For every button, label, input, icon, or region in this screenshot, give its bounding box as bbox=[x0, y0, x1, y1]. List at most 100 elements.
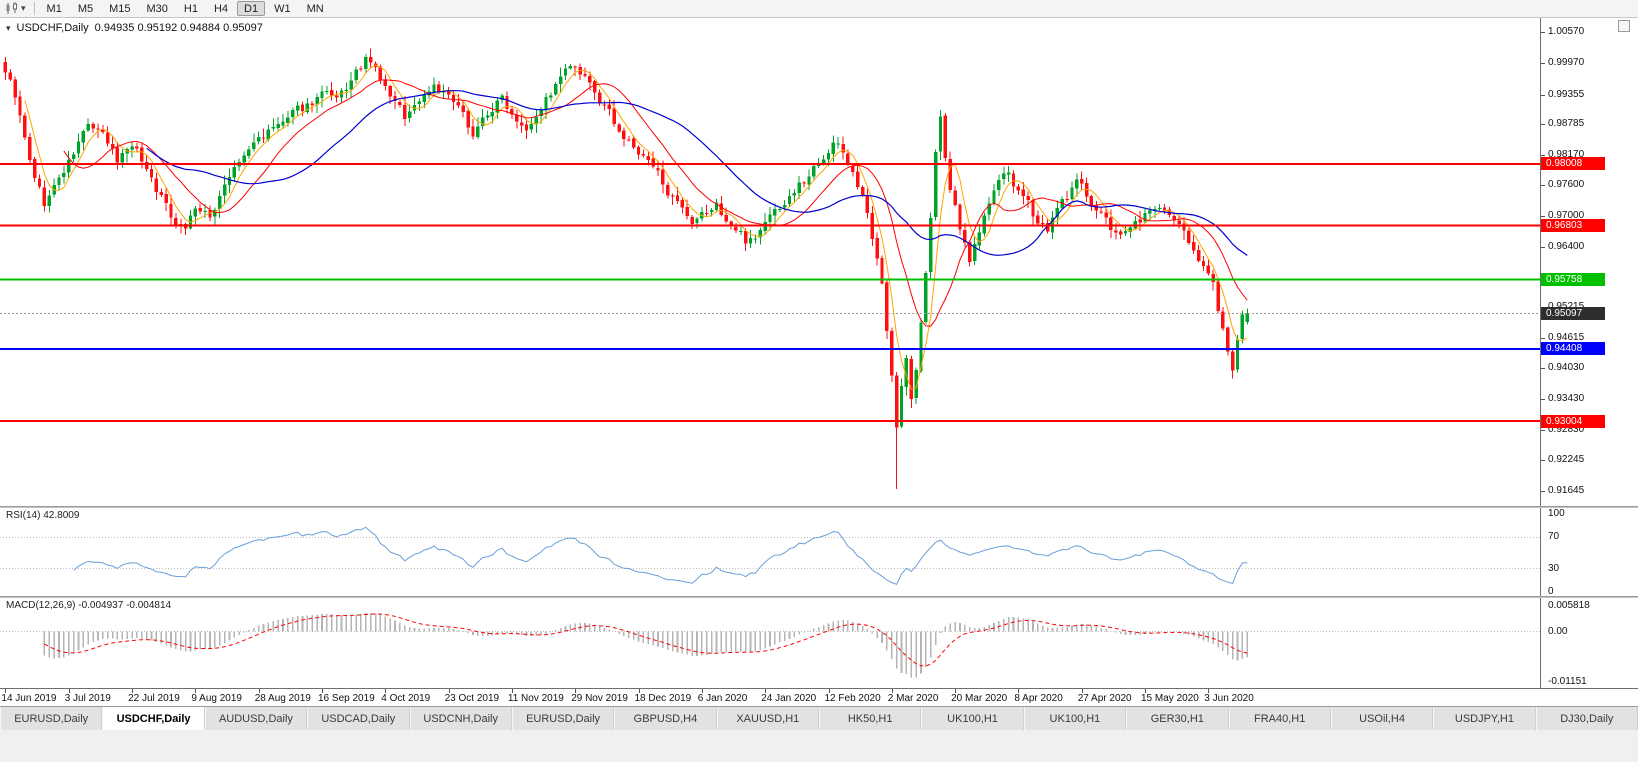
chart-tab-uk100-h1-9[interactable]: UK100,H1 bbox=[921, 707, 1024, 730]
chart-tab-usdjpy-h1-14[interactable]: USDJPY,H1 bbox=[1433, 707, 1536, 730]
chart-type-icon[interactable] bbox=[4, 2, 20, 15]
chart-tab-usoil-h4-13[interactable]: USOil,H4 bbox=[1330, 707, 1434, 730]
macd-histogram bbox=[43, 612, 1249, 678]
chart-type-caret-icon[interactable]: ▾ bbox=[21, 3, 26, 13]
rsi-canvas[interactable] bbox=[0, 508, 1540, 596]
price-tickmark bbox=[1541, 460, 1545, 462]
symbol-label: USDCHF,Daily bbox=[16, 22, 89, 34]
timeframe-button-h4[interactable]: H4 bbox=[213, 3, 229, 15]
timeframe-button-m15[interactable]: M15 bbox=[109, 3, 131, 15]
toolbar-separator bbox=[33, 2, 35, 15]
rsi-label: RSI(14) 42.8009 bbox=[6, 510, 80, 521]
chart-tab-ger30-h1-11[interactable]: GER30,H1 bbox=[1126, 707, 1229, 730]
date-label: 14 Jun 2019 bbox=[1, 693, 57, 704]
timeframe-button-m1[interactable]: M1 bbox=[46, 3, 62, 15]
date-tickmark bbox=[68, 689, 70, 693]
date-tickmark bbox=[701, 689, 703, 693]
timeframe-button-d1[interactable]: D1 bbox=[237, 1, 266, 16]
timeframe-button-h1[interactable]: H1 bbox=[183, 3, 198, 15]
price-tag-0.95758: 0.95758 bbox=[1541, 273, 1605, 286]
macd-tick: 0.00 bbox=[1548, 625, 1568, 637]
date-tickmark bbox=[828, 689, 830, 693]
date-tickmark bbox=[1081, 689, 1083, 693]
date-label: 3 Jul 2019 bbox=[64, 693, 111, 704]
chart-tab-gbpusd-h4-6[interactable]: GBPUSD,H4 bbox=[614, 707, 717, 730]
line bbox=[63, 79, 1248, 327]
rsi-tick: 100 bbox=[1548, 508, 1565, 519]
timeframe-button-w1[interactable]: W1 bbox=[274, 3, 291, 15]
date-label: 4 Oct 2019 bbox=[381, 693, 431, 704]
chart-tab-audusd-daily-2[interactable]: AUDUSD,Daily bbox=[204, 707, 308, 730]
ohlc-values: 0.94935 0.95192 0.94884 0.95097 bbox=[94, 22, 263, 34]
price-tag-0.96803: 0.96803 bbox=[1541, 219, 1605, 233]
timeframe-button-mn[interactable]: MN bbox=[306, 3, 324, 15]
timeframe-button-m30[interactable]: M30 bbox=[146, 3, 168, 15]
date-tickmark bbox=[511, 689, 513, 693]
price-tickmark bbox=[1541, 32, 1545, 33]
panel-divider-rsi[interactable] bbox=[0, 506, 1638, 508]
price-tickmark bbox=[1541, 62, 1545, 64]
date-tickmark bbox=[258, 689, 260, 693]
line bbox=[24, 64, 1248, 390]
chart-tab-uk100-h1-10[interactable]: UK100,H1 bbox=[1023, 707, 1127, 730]
chart-tab-usdcnh-daily-4[interactable]: USDCNH,Daily bbox=[409, 707, 512, 730]
date-tickmark bbox=[1208, 689, 1210, 693]
time-axis[interactable]: 14 Jun 2019 3 Jul 2019 22 Jul 2019 9 Aug 20… bbox=[0, 688, 1638, 706]
date-tickmark bbox=[1018, 689, 1020, 693]
chart-window: 14 Jun 2019 3 Jul 2019 22 Jul 2019 9 Aug 20… bbox=[0, 18, 1638, 706]
date-tickmark bbox=[448, 689, 450, 693]
date-label: 12 Feb 2020 bbox=[824, 693, 881, 704]
price-tick: 0.94030 bbox=[1548, 362, 1585, 374]
macd-label: MACD(12,26,9) -0.004937 -0.004814 bbox=[6, 600, 172, 611]
chart-tab-eurusd-daily-0[interactable]: EURUSD,Daily bbox=[0, 707, 103, 730]
price-tickmark bbox=[1541, 155, 1545, 157]
panel-divider-macd[interactable] bbox=[0, 596, 1638, 598]
date-tickmark bbox=[1145, 689, 1146, 693]
chart-tab-hk50-h1-8[interactable]: HK50,H1 bbox=[819, 707, 922, 730]
date-tickmark bbox=[132, 689, 134, 693]
price-tickmark bbox=[1541, 184, 1545, 186]
price-tick: 0.92245 bbox=[1548, 454, 1585, 466]
chart-tab-dj30-daily-15[interactable]: DJ30,Daily bbox=[1535, 707, 1638, 730]
chart-tab-usdchf-daily-1[interactable]: USDCHF,Daily bbox=[102, 707, 205, 730]
chart-tab-fra40-h1-12[interactable]: FRA40,H1 bbox=[1228, 707, 1331, 730]
timeframe-button-m5[interactable]: M5 bbox=[77, 3, 94, 15]
macd-tick: -0.01151 bbox=[1548, 676, 1587, 687]
main-chart-canvas[interactable] bbox=[0, 18, 1540, 506]
date-label: 2 Mar 2020 bbox=[887, 693, 939, 704]
chart-tab-eurusd-daily-5[interactable]: EURUSD,Daily bbox=[511, 707, 615, 730]
price-tickmark bbox=[1541, 246, 1545, 248]
price-tickmark bbox=[1541, 94, 1545, 96]
price-axis[interactable]: 1.00570 0.99970 0.99355 0.98785 0.98170 0.976… bbox=[1540, 18, 1638, 688]
line bbox=[44, 613, 1248, 667]
date-label: 24 Jan 2020 bbox=[761, 693, 817, 704]
timeframe-group: M1 M5 M15 M30 H1 H4 D1 W1 MN bbox=[40, 1, 331, 16]
top-toolbar: ▾ M1 M5 M15 M30 H1 H4 D1 W1 MN bbox=[0, 0, 1638, 18]
price-tick: 0.91645 bbox=[1548, 485, 1585, 496]
date-label: 16 Sep 2019 bbox=[318, 693, 375, 704]
macd-canvas[interactable] bbox=[0, 598, 1540, 688]
date-label: 15 May 2020 bbox=[1141, 693, 1199, 704]
date-label: 29 Nov 2019 bbox=[571, 693, 628, 704]
chart-tab-xauusd-h1-7[interactable]: XAUUSD,H1 bbox=[716, 707, 819, 730]
axis-corner-button[interactable] bbox=[1618, 20, 1630, 32]
date-tickmark bbox=[5, 689, 7, 693]
price-tick: 0.93430 bbox=[1548, 393, 1585, 405]
date-label: 6 Jan 2020 bbox=[697, 693, 748, 704]
rsi-tick: 30 bbox=[1548, 562, 1560, 574]
macd-tick: 0.005818 bbox=[1548, 600, 1590, 611]
price-tick: 0.92830 bbox=[1548, 424, 1585, 436]
price-tickmark bbox=[1541, 430, 1545, 432]
price-tick: 0.94615 bbox=[1548, 332, 1585, 344]
date-tickmark bbox=[638, 689, 640, 693]
price-tick: 0.97600 bbox=[1548, 178, 1585, 190]
date-tickmark bbox=[955, 689, 957, 693]
chart-tab-usdcad-daily-3[interactable]: USDCAD,Daily bbox=[307, 707, 410, 730]
date-tickmark bbox=[385, 689, 387, 693]
price-tick: 0.98785 bbox=[1548, 117, 1585, 129]
rsi-tick: 0 bbox=[1548, 586, 1554, 597]
price-tickmark bbox=[1541, 399, 1545, 401]
price-tag-0.93004: 0.93004 bbox=[1541, 414, 1605, 428]
price-tag-0.98008: 0.98008 bbox=[1541, 157, 1605, 171]
price-tick: 1.00570 bbox=[1548, 26, 1585, 37]
